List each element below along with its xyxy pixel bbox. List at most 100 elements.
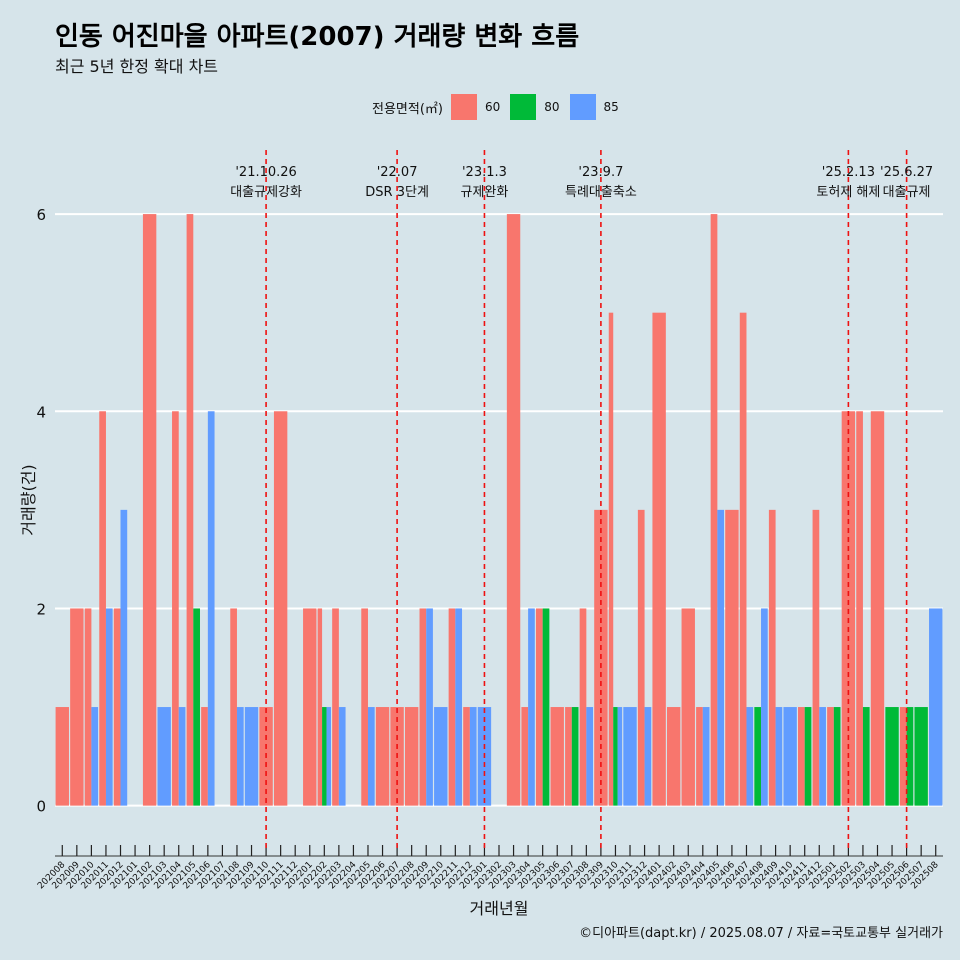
page-title: 인동 어진마을 아파트(2007) 거래량 변화 흐름 — [55, 22, 580, 52]
bar-85-202405 — [717, 509, 725, 806]
bar-60-202401 — [652, 312, 666, 806]
bar-60-202307 — [565, 707, 572, 806]
event-date-label: '25.6.27 — [880, 165, 933, 180]
bar-60-202501 — [827, 707, 834, 806]
bar-85-202011 — [105, 608, 113, 806]
bar-60-202411 — [798, 707, 805, 806]
bar-85-202404 — [702, 707, 710, 806]
bar-80-202507 — [914, 707, 928, 806]
event-name-label: 대출규제 — [883, 185, 931, 200]
bar-85-202010 — [91, 707, 99, 806]
bar-85-202104 — [178, 707, 186, 806]
bar-80-202411 — [804, 707, 812, 806]
bar-60-202503 — [856, 411, 863, 806]
bar-60-202102 — [142, 214, 157, 806]
bar-85-202106 — [207, 411, 215, 806]
bar-60-202305 — [535, 608, 543, 806]
x-axis-title: 거래년월 — [470, 899, 529, 918]
bar-85-202109 — [244, 707, 259, 806]
bar-85-202312 — [644, 707, 652, 806]
bar-60-202504 — [870, 411, 885, 806]
bar-60-202012 — [113, 608, 121, 806]
bar-85-202012 — [120, 509, 128, 806]
bar-60-202312 — [637, 509, 645, 806]
bar-85-202203 — [338, 707, 346, 806]
bar-60-202205 — [361, 608, 368, 806]
bar-60-202009 — [70, 608, 84, 806]
bar-85-202407 — [746, 707, 754, 806]
bar-60-202310 — [608, 312, 614, 806]
bar-85-202311 — [623, 707, 637, 806]
bar-85-202408 — [761, 608, 768, 806]
bar-60-202404 — [696, 707, 703, 806]
bar-60-202405 — [710, 214, 718, 806]
bar-80-202307 — [571, 707, 579, 806]
bar-60-202212 — [463, 707, 470, 806]
bar-60-202105 — [186, 214, 194, 806]
bar-60-202106 — [201, 707, 208, 806]
bar-60-202208 — [404, 707, 419, 806]
bar-80-202501 — [833, 707, 841, 806]
bar-80-202505 — [885, 707, 899, 806]
bar-85-202410 — [783, 707, 797, 806]
legend-item-80: 80 — [510, 94, 560, 120]
bar-60-202402 — [666, 707, 681, 806]
legend-title: 전용면적(㎡) — [372, 101, 443, 117]
bar-60-202201 — [303, 608, 317, 806]
bar-80-202105 — [193, 608, 200, 806]
y-tick-label: 6 — [36, 206, 46, 224]
bar-80-202506 — [906, 707, 914, 806]
bar-80-202310 — [613, 707, 618, 806]
bar-60-202008 — [55, 707, 69, 806]
legend-item-85: 85 — [569, 94, 619, 120]
bar-60-202306 — [550, 707, 564, 806]
bar-85-202310 — [617, 707, 623, 806]
bar-85-202210 — [434, 707, 448, 806]
y-tick-label: 2 — [36, 600, 46, 618]
event-date-label: '23.9.7 — [578, 165, 623, 180]
bar-85-202205 — [367, 707, 375, 806]
event-date-label: '25.2.13 — [822, 165, 875, 180]
source-caption: ©디아파트(dapt.kr) / 2025.08.07 / 자료=국토교통부 실… — [579, 926, 943, 941]
bar-60-202111 — [273, 411, 288, 806]
page-subtitle: 최근 5년 한정 확대 차트 — [55, 57, 219, 76]
bar-60-202203 — [332, 608, 339, 806]
bar-85-202212 — [469, 707, 477, 806]
bar-60-202209 — [419, 608, 427, 806]
bar-85-202209 — [426, 608, 433, 806]
bar-60-202010 — [84, 608, 92, 806]
bar-60-202304 — [521, 707, 529, 806]
legend-label-85: 85 — [603, 100, 619, 114]
event-name-label: DSR 3단계 — [365, 185, 429, 200]
bar-60-202407 — [739, 312, 747, 806]
event-name-label: 대출규제강화 — [230, 185, 302, 200]
bar-60-202211 — [448, 608, 456, 806]
event-date-label: '22.07 — [377, 165, 418, 180]
y-axis-title: 거래량(건) — [19, 464, 38, 535]
event-date-label: '23.1.3 — [462, 165, 507, 180]
bar-60-202406 — [725, 509, 739, 806]
y-tick-label: 4 — [36, 403, 46, 421]
event-date-label: '21.10.26 — [235, 165, 296, 180]
event-name-label: 특례대출축소 — [565, 185, 637, 200]
bar-85-202108 — [236, 707, 244, 806]
bar-60-202108 — [230, 608, 237, 806]
bar-85-202202 — [326, 707, 332, 806]
bar-60-202202 — [317, 608, 323, 806]
legend-item-60: 60 — [450, 94, 501, 120]
bar-60-202409 — [768, 509, 776, 806]
legend: 전용면적(㎡) 60 80 85 — [372, 94, 629, 120]
bar-60-202412 — [812, 509, 820, 806]
bar-85-202508 — [929, 608, 943, 806]
legend-swatch-60 — [450, 94, 477, 120]
bar-60-202502 — [841, 411, 856, 806]
legend-swatch-80 — [510, 94, 537, 120]
legend-label-80: 80 — [544, 100, 560, 114]
bar-85-202211 — [455, 608, 463, 806]
bar-85-202308 — [586, 707, 594, 806]
legend-label-60: 60 — [484, 100, 501, 114]
bar-60-202403 — [681, 608, 695, 806]
bar-60-202104 — [172, 411, 179, 806]
